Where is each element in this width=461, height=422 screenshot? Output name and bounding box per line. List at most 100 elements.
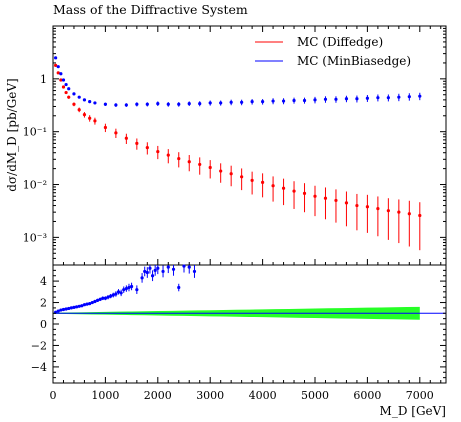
diffedge-point — [313, 194, 317, 198]
minbiasedge-point — [313, 98, 317, 102]
diffedge-point — [281, 186, 286, 190]
diffedge-point — [386, 209, 390, 213]
ratio-point — [56, 309, 60, 313]
ratio-point — [88, 302, 92, 306]
minbiasedge-point — [365, 96, 369, 100]
series-minbiasedge — [54, 56, 422, 107]
minbiasedge-point — [54, 56, 58, 60]
y-tick-label-main: 10⁻³ — [23, 231, 47, 244]
x-axis-title: M_D [GeV] — [380, 404, 446, 418]
minbiasedge-point — [292, 98, 296, 103]
minbiasedge-point — [124, 103, 128, 107]
minbiasedge-point — [250, 100, 254, 104]
minbiasedge-point — [103, 102, 107, 106]
diffedge-point — [177, 156, 181, 161]
diffedge-point — [67, 95, 71, 99]
minbiasedge-point — [376, 96, 380, 100]
diffedge-point — [240, 175, 244, 179]
ratio-point — [72, 305, 76, 309]
diffedge-point — [376, 207, 380, 211]
minbiasedge-point — [77, 95, 81, 99]
ratio-point — [61, 307, 66, 312]
series-diffedge — [54, 63, 422, 251]
minbiasedge-point — [208, 101, 212, 105]
x-tick-label: 2000 — [144, 389, 172, 402]
y-tick-label-main: 10⁻¹ — [23, 126, 47, 139]
minbiasedge-point — [386, 96, 390, 100]
minbiasedge-point — [145, 102, 149, 106]
diffedge-point — [418, 213, 422, 218]
ratio-point — [127, 285, 131, 290]
ratio-point — [130, 284, 134, 289]
diffedge-point — [88, 116, 92, 120]
ratio-point — [74, 305, 79, 309]
minbiasedge-point — [302, 98, 307, 103]
ratio-point — [90, 300, 94, 305]
minbiasedge-point — [418, 94, 422, 98]
x-tick-label: 1000 — [91, 389, 119, 402]
diffedge-point — [365, 205, 369, 209]
diffedge-point — [103, 125, 107, 130]
ratio-point — [103, 296, 107, 300]
diffedge-point — [187, 160, 191, 164]
minbiasedge-point — [323, 97, 328, 101]
diffedge-point — [135, 141, 139, 146]
minbiasedge-point — [187, 102, 191, 106]
diffedge-point — [56, 71, 60, 75]
ratio-point — [166, 265, 170, 269]
ratio-point — [59, 308, 63, 312]
x-tick-label: 0 — [50, 389, 57, 402]
minbiasedge-point — [355, 97, 359, 101]
diffedge-point — [250, 178, 254, 182]
diffedge-point — [229, 172, 233, 176]
minbiasedge-point — [344, 97, 349, 101]
ratio-plot-frame — [52, 264, 447, 384]
legend: MC (Diffedge) MC (MinBiasedge) — [255, 35, 411, 68]
diffedge-point — [64, 90, 68, 95]
diffedge-point — [124, 136, 128, 140]
ratio-point — [80, 304, 84, 308]
ratio-point — [122, 288, 126, 292]
x-tick-label: 7000 — [406, 389, 434, 402]
minbiasedge-point — [240, 100, 244, 104]
diffedge-point — [302, 191, 307, 195]
ratio-point — [153, 268, 157, 272]
diffedge-point — [54, 63, 58, 67]
y-axis-title: dσ/dM_D [pb/GeV] — [5, 78, 19, 191]
diffedge-point — [145, 145, 149, 150]
ratio-point — [182, 264, 186, 268]
minbiasedge-point — [67, 87, 71, 91]
ratio-point — [135, 288, 139, 292]
ratio-point — [69, 306, 73, 310]
ratio-point — [177, 285, 181, 290]
diffedge-point — [77, 108, 81, 112]
minbiasedge-point — [229, 100, 233, 104]
y-tick-labels-main: 10⁻³ 10⁻² 10⁻¹ 1 — [23, 73, 47, 245]
minbiasedge-point — [135, 102, 139, 106]
y-tick-labels-ratio: 4 2 0 −2 −4 — [31, 275, 47, 374]
ratio-point — [192, 269, 197, 274]
diffedge-point — [59, 78, 63, 82]
legend-minbiasedge-label: MC (MinBiasedge) — [297, 54, 411, 68]
y-tick-label-ratio: −4 — [31, 361, 47, 374]
diffedge-point — [72, 102, 76, 106]
y-tick-label-ratio: 0 — [40, 318, 47, 331]
y-axis-ticks-main — [53, 25, 446, 266]
series-ratio — [54, 264, 197, 314]
ratio-point — [119, 291, 123, 295]
ratio-point — [161, 269, 165, 274]
minbiasedge-point — [219, 101, 223, 105]
minbiasedge-point — [407, 95, 411, 99]
diffedge-point — [208, 165, 212, 170]
legend-diffedge-label: MC (Diffedge) — [297, 35, 383, 49]
x-tick-label: 3000 — [196, 389, 224, 402]
minbiasedge-point — [397, 95, 401, 99]
ratio-point — [156, 266, 160, 270]
minbiasedge-point — [64, 82, 68, 87]
diffedge-point — [61, 85, 66, 89]
x-tick-label: 5000 — [301, 389, 329, 402]
diffedge-point — [355, 203, 359, 208]
minbiasedge-point — [198, 102, 202, 106]
minbiasedge-point — [261, 100, 265, 104]
minbiasedge-point — [59, 72, 63, 76]
